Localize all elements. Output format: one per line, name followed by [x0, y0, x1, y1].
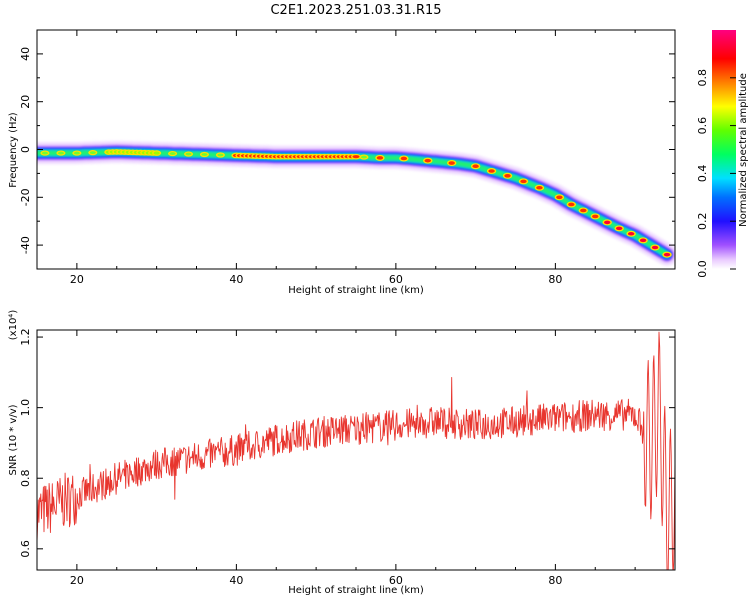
spectrogram-panel: 20 40 60 80 -40 -20 0 20 40 Height of straight l… — [8, 29, 676, 296]
snr-x-tick-label: 80 — [548, 574, 562, 587]
snr-ticks: 20 40 60 80 0.6 0.8 1.0 1.2 — [19, 328, 676, 587]
ridge-peak — [504, 173, 511, 178]
colorbar-tick-label: 0.8 — [696, 69, 709, 87]
colorbar-label: Normalized spectral amplitude — [738, 73, 749, 227]
colorbar: 0.0 0.2 0.4 0.6 0.8 Normalized spectral ampl… — [696, 30, 749, 278]
snr-x-tick-label: 40 — [229, 574, 243, 587]
snr-plot-area — [37, 331, 675, 570]
snr-panel: 20 40 60 80 0.6 0.8 1.0 1.2 Height of straight … — [8, 310, 676, 596]
colorbar-tick-label: 0.6 — [696, 117, 709, 135]
snr-y-tick-label: 1.0 — [19, 399, 32, 417]
ridge-peak — [217, 153, 224, 157]
snr-y-tick-label: 0.8 — [19, 469, 32, 487]
snr-y-multiplier: (x10⁴) — [8, 310, 19, 341]
snr-x-tick-label: 60 — [389, 574, 403, 587]
colorbar-tick-label: 0.2 — [696, 212, 709, 230]
ridge-peak — [520, 179, 527, 184]
ridge-peak — [604, 220, 611, 225]
spectrogram-x-tick-label: 80 — [548, 273, 562, 286]
chart-title: C2E1.2023.251.03.31.R15 — [270, 3, 441, 18]
ridge-peak — [536, 185, 543, 190]
colorbar-tick-label: 0.4 — [696, 165, 709, 183]
ridge-peak — [639, 238, 647, 243]
spectrogram-x-tick-label: 20 — [70, 273, 84, 286]
ridge-peak — [488, 169, 495, 173]
ridge-peak — [41, 151, 48, 155]
snr-x-axis-label: Height of straight line (km) — [288, 585, 424, 596]
snr-y-tick-label: 1.2 — [19, 328, 32, 346]
spectrogram-ticks: 20 40 60 80 -40 -20 0 20 40 — [19, 29, 676, 286]
spectrogram-x-axis-label: Height of straight line (km) — [288, 285, 424, 296]
ridge-peak — [185, 152, 192, 156]
snr-frame — [36, 329, 676, 571]
ridge-peak — [592, 214, 599, 219]
spectrogram-y-tick-label: 0 — [19, 146, 32, 153]
snr-y-tick-label: 0.6 — [19, 540, 32, 558]
ridge-peak — [360, 155, 367, 159]
colorbar-gradient — [712, 30, 736, 269]
ridge-peak — [352, 155, 360, 159]
snr-y-axis-label: SNR (10 * v/v) — [8, 404, 19, 475]
ridge-peak — [153, 151, 160, 155]
spectral-ridge — [37, 140, 675, 266]
snr-x-tick-label: 20 — [70, 574, 84, 587]
ridge-peak — [201, 153, 208, 156]
snr-series-line — [37, 331, 675, 570]
spectrogram-y-tick-label: 40 — [19, 47, 32, 61]
ridge-peak — [376, 156, 384, 160]
ridge-peak — [568, 202, 575, 207]
spectrogram-x-tick-label: 60 — [389, 273, 403, 286]
ridge-peak — [556, 195, 563, 200]
ridge-peak — [57, 151, 64, 155]
spectrogram-y-tick-label: -20 — [19, 188, 32, 206]
spectrogram-y-tick-label: 20 — [19, 95, 32, 109]
colorbar-tick-label: 0.0 — [696, 260, 709, 278]
ridge-peak — [663, 252, 671, 257]
spectrogram-y-tick-label: -40 — [19, 236, 32, 254]
colorbar-ticks: 0.0 0.2 0.4 0.6 0.8 — [696, 69, 736, 278]
spectrogram-plot-area — [37, 140, 675, 266]
spectrogram-y-axis-label: Frequency (Hz) — [8, 112, 19, 188]
ridge-peak — [169, 152, 176, 155]
ridge-peak — [651, 245, 659, 250]
ridge-peak — [424, 158, 431, 163]
ridge-peak — [627, 231, 635, 236]
ridge-peak — [400, 156, 408, 161]
ridge-peak — [615, 226, 623, 231]
ridge-peak — [580, 208, 587, 213]
ridge-peak — [89, 151, 96, 155]
ridge-peak — [472, 164, 479, 169]
ridge-peak — [448, 161, 455, 165]
spectrogram-x-tick-label: 40 — [229, 273, 243, 286]
ridge-peak — [73, 151, 80, 155]
